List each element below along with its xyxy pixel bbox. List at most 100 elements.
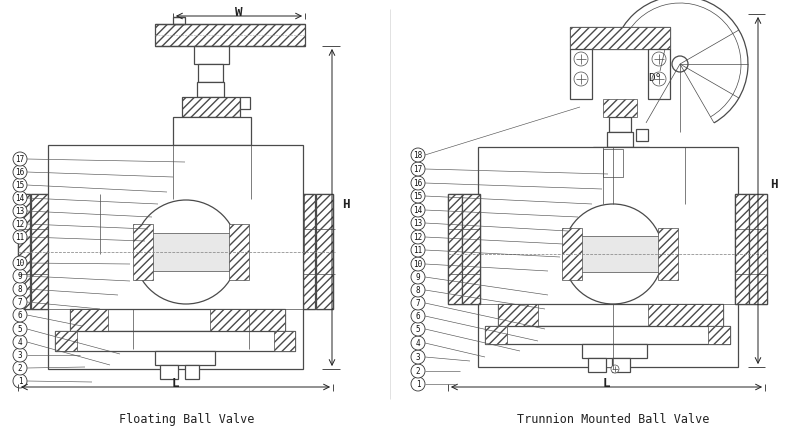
Bar bbox=[134, 233, 238, 271]
Text: 9: 9 bbox=[416, 273, 420, 282]
Text: 3: 3 bbox=[416, 353, 420, 362]
Bar bbox=[658, 228, 678, 280]
Bar bbox=[173, 118, 251, 146]
Text: 10: 10 bbox=[15, 259, 25, 268]
Text: 8: 8 bbox=[416, 286, 420, 295]
Text: 2: 2 bbox=[416, 367, 420, 376]
Text: H: H bbox=[770, 178, 778, 191]
Circle shape bbox=[411, 309, 425, 323]
Text: 15: 15 bbox=[15, 181, 25, 190]
Circle shape bbox=[13, 218, 27, 231]
Bar bbox=[498, 304, 723, 326]
Circle shape bbox=[13, 348, 27, 362]
Circle shape bbox=[13, 335, 27, 349]
Bar bbox=[194, 47, 229, 65]
Text: 11: 11 bbox=[15, 233, 25, 242]
Text: 16: 16 bbox=[414, 179, 422, 188]
Bar bbox=[155, 25, 305, 47]
Circle shape bbox=[13, 361, 27, 375]
Circle shape bbox=[652, 73, 666, 87]
Text: 4: 4 bbox=[416, 339, 420, 348]
Bar bbox=[448, 194, 480, 304]
Text: 2: 2 bbox=[18, 364, 22, 373]
Bar bbox=[593, 147, 649, 169]
Bar bbox=[648, 50, 670, 100]
Circle shape bbox=[411, 203, 425, 218]
Text: 1: 1 bbox=[416, 380, 420, 389]
Circle shape bbox=[13, 269, 27, 283]
Bar bbox=[160, 365, 178, 379]
Circle shape bbox=[563, 205, 663, 304]
Circle shape bbox=[411, 216, 425, 230]
Text: L: L bbox=[171, 377, 178, 390]
Circle shape bbox=[411, 364, 425, 378]
Circle shape bbox=[13, 166, 27, 180]
Circle shape bbox=[411, 177, 425, 190]
Bar bbox=[485, 326, 507, 344]
Text: 5: 5 bbox=[416, 325, 420, 334]
Circle shape bbox=[652, 53, 666, 67]
Bar bbox=[133, 224, 153, 280]
Text: 1: 1 bbox=[18, 377, 22, 386]
Text: 14: 14 bbox=[15, 194, 25, 203]
Text: L: L bbox=[602, 377, 610, 390]
Text: W: W bbox=[235, 6, 242, 18]
Text: 12: 12 bbox=[414, 233, 422, 242]
Bar bbox=[749, 194, 767, 304]
Bar bbox=[603, 339, 623, 367]
Circle shape bbox=[411, 243, 425, 258]
Text: 15: 15 bbox=[414, 192, 422, 201]
Text: Floating Ball Valve: Floating Ball Valve bbox=[119, 412, 254, 426]
Text: 17: 17 bbox=[414, 165, 422, 174]
Circle shape bbox=[411, 258, 425, 271]
Circle shape bbox=[411, 149, 425, 163]
Bar bbox=[462, 194, 480, 304]
Circle shape bbox=[672, 57, 688, 73]
Text: 12: 12 bbox=[15, 220, 25, 229]
Bar bbox=[735, 194, 749, 304]
Bar bbox=[173, 18, 185, 25]
Bar bbox=[48, 146, 303, 369]
Bar bbox=[603, 150, 623, 178]
Circle shape bbox=[13, 374, 27, 388]
Circle shape bbox=[411, 283, 425, 297]
Bar bbox=[31, 194, 48, 309]
Circle shape bbox=[574, 53, 588, 67]
Text: 16: 16 bbox=[15, 168, 25, 177]
Bar bbox=[55, 331, 295, 351]
Bar bbox=[603, 100, 637, 118]
Bar bbox=[316, 194, 333, 309]
Bar bbox=[478, 147, 738, 367]
Circle shape bbox=[13, 256, 27, 270]
Bar bbox=[570, 50, 592, 100]
Bar bbox=[210, 309, 285, 331]
Bar bbox=[609, 118, 631, 133]
Text: D°: D° bbox=[648, 73, 662, 83]
Text: 3: 3 bbox=[18, 351, 22, 359]
Text: 7: 7 bbox=[18, 298, 22, 307]
Circle shape bbox=[13, 205, 27, 218]
Bar bbox=[18, 194, 48, 309]
Bar bbox=[155, 351, 215, 365]
Text: 7: 7 bbox=[416, 299, 420, 308]
Text: 5: 5 bbox=[18, 325, 22, 334]
Circle shape bbox=[411, 163, 425, 177]
Bar bbox=[198, 65, 223, 83]
Circle shape bbox=[13, 322, 27, 336]
Circle shape bbox=[134, 200, 238, 304]
Bar bbox=[240, 98, 250, 110]
Circle shape bbox=[411, 230, 425, 244]
Bar bbox=[182, 98, 240, 118]
Bar bbox=[448, 194, 462, 304]
Text: 13: 13 bbox=[414, 219, 422, 228]
Text: 14: 14 bbox=[414, 206, 422, 215]
Bar bbox=[636, 130, 648, 141]
Bar bbox=[197, 83, 224, 98]
Text: 4: 4 bbox=[18, 338, 22, 347]
Text: H: H bbox=[342, 198, 350, 211]
Bar bbox=[18, 194, 30, 309]
Text: 9: 9 bbox=[18, 272, 22, 281]
Bar bbox=[607, 133, 633, 147]
Bar bbox=[55, 331, 77, 351]
Text: Trunnion Mounted Ball Valve: Trunnion Mounted Ball Valve bbox=[517, 412, 709, 426]
